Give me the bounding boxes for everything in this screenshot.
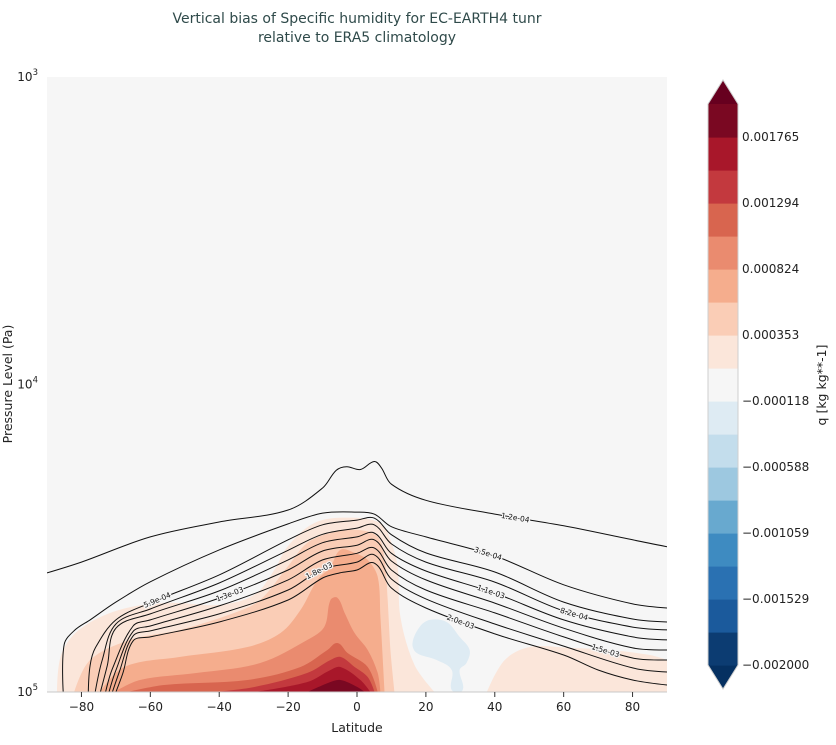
contour-line [87,516,667,692]
x-tick-label: 80 [625,700,640,714]
x-tick-label: −80 [69,700,94,714]
colorbar-bin [708,269,738,303]
x-tick-label: 0 [353,700,361,714]
x-tick-label: −20 [275,700,300,714]
chart-title-line-1: Vertical bias of Specific humidity for E… [172,11,541,27]
filled-region-bin-16 [307,679,365,692]
colorbar-tick-label: 0.000824 [742,262,799,276]
colorbar: −0.002000 −0.001529 −0.001059 −0.000588 −0.0… [707,79,809,690]
colorbar-tick-label: −0.001059 [742,526,809,540]
colorbar-bin [708,599,738,633]
colorbar-bin [708,203,738,237]
contour-line [62,511,667,692]
colorbar-bin [708,368,738,402]
filled-region-bin-7 [412,619,470,692]
colorbar-outline [707,79,739,690]
contour-line [47,461,667,574]
colorbar-tick-label: 0.001765 [742,130,799,144]
colorbar-bin [708,632,738,666]
colorbar-tick-label: −0.000118 [742,394,809,408]
colorbar-bin [708,500,738,534]
filled-contours [57,517,667,692]
contour-line [111,553,667,692]
colorbar-bin [708,467,738,501]
colorbar-bin [708,170,738,204]
colorbar-label: q [kg kg**-1] [814,345,829,426]
colorbar-bin [708,302,738,336]
colorbar-bin [708,137,738,171]
colorbar-extend-under [708,665,738,689]
y-tick-exponent: 4 [33,376,38,386]
contour-lines [47,461,667,692]
contour-line [108,546,667,692]
colorbar-bin [708,533,738,567]
y-tick-exponent: 5 [33,683,38,693]
colorbar-bin [708,335,738,369]
x-axis-ticks: −80 −60 −40 −20 0 20 40 60 80 [69,692,640,714]
x-tick-label: −60 [138,700,163,714]
contour-line [105,538,667,692]
y-tick-base: 10 [17,378,32,392]
colorbar-bin [708,566,738,600]
y-tick-label: 104 [17,376,38,392]
colorbar-tick-label: −0.000588 [742,460,809,474]
y-tick-label: 105 [17,683,38,699]
colorbar-bin [708,401,738,435]
x-tick-label: −40 [207,700,232,714]
y-tick-label: 103 [17,68,38,84]
colorbar-tick-label: 0.000353 [742,328,799,342]
filled-region-bin-9 [486,646,667,692]
y-tick-exponent: 3 [33,68,38,78]
y-axis-label: Pressure Level (Pa) [0,325,15,444]
chart-title-line-2: relative to ERA5 climatology [258,30,456,46]
colorbar-tick-label: −0.001529 [742,592,809,606]
colorbar-bin [708,434,738,468]
colorbar-extend-over [708,80,738,104]
y-tick-base: 10 [17,70,32,84]
x-tick-label: 20 [418,700,433,714]
x-axis-label: Latitude [331,720,383,735]
colorbar-bin [708,104,738,138]
x-tick-label: 60 [556,700,571,714]
colorbar-bin [708,236,738,270]
colorbar-tick-label: 0.001294 [742,196,799,210]
y-tick-base: 10 [17,685,32,699]
x-tick-label: 40 [487,700,502,714]
contour-line [99,531,667,692]
contour-line [115,562,667,692]
colorbar-tick-label: −0.002000 [742,658,809,672]
contour-line [94,523,667,692]
